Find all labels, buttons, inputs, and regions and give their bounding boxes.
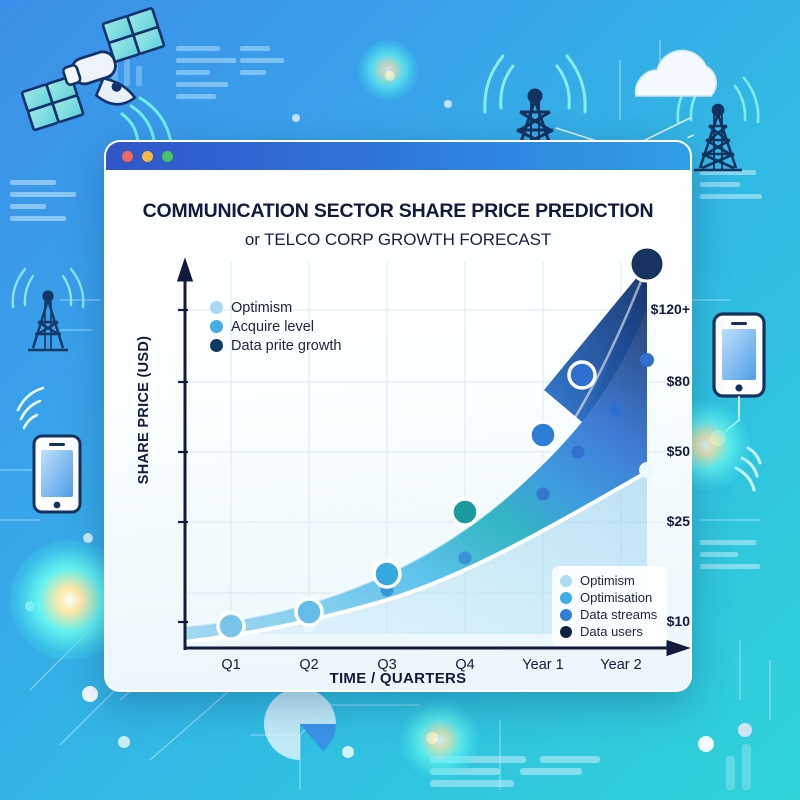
legend-label: Acquire level — [231, 318, 315, 335]
series-line-optimism — [183, 470, 649, 644]
network-node — [698, 736, 714, 752]
legend-swatch-icon — [560, 574, 572, 587]
series-fill-optimism — [185, 470, 647, 640]
legend-item[interactable]: Optimism — [210, 298, 341, 317]
x-tick-label-year-2: Year 2 — [600, 657, 642, 673]
legend-label: Optimism — [231, 299, 293, 316]
legend-item[interactable]: Data prite growth — [210, 336, 341, 355]
cell-tower-icon — [694, 103, 742, 172]
legend-swatch-icon — [560, 608, 572, 621]
satellite-icon — [20, 7, 166, 132]
legend-label: Data users — [580, 624, 643, 639]
legend-item[interactable]: Optimism — [560, 572, 657, 589]
cloud-icon — [634, 49, 718, 97]
legend-swatch-icon — [210, 301, 223, 314]
glow-orb — [400, 700, 480, 780]
network-node — [82, 686, 98, 702]
y-tick-label: $10 — [666, 613, 690, 629]
network-node — [738, 723, 752, 737]
y-axis-label: SHARE PRICE (USD) — [136, 335, 152, 485]
y-tick-label: $120+ — [650, 301, 690, 317]
legend-item[interactable]: Data streams — [560, 606, 657, 623]
legend-label: Data prite growth — [231, 337, 342, 354]
y-tick-label: $80 — [666, 373, 690, 389]
maximize-icon[interactable] — [162, 150, 173, 162]
wifi-signal-icon — [16, 386, 45, 430]
legend-item[interactable]: Optimisation — [560, 589, 657, 606]
x-tick-label-year-1: Year 1 — [522, 657, 564, 673]
browser-window: COMMUNICATION SECTOR SHARE PRICE PREDICT… — [104, 140, 692, 692]
legend-label: Optimism — [580, 573, 635, 588]
legend-swatch-icon — [560, 591, 572, 604]
x-tick-label-q4: Q4 — [455, 657, 475, 673]
legend-swatch-icon — [210, 320, 223, 333]
series-fill-band — [185, 310, 647, 640]
close-icon[interactable] — [122, 150, 133, 162]
pie-chart-icon — [264, 688, 336, 760]
window-titlebar[interactable] — [106, 142, 690, 170]
legend-item[interactable]: Data users — [560, 623, 657, 640]
chart-title: COMMUNICATION SECTOR SHARE PRICE PREDICT… — [142, 200, 654, 222]
smartphone-icon — [712, 312, 766, 398]
legend-swatch-icon — [210, 339, 223, 352]
legend-label: Data streams — [580, 607, 658, 622]
y-tick-label: $50 — [666, 443, 690, 459]
minimize-icon[interactable] — [142, 150, 153, 162]
x-axis-label: TIME / QUARTERS — [329, 670, 467, 687]
y-tick-label: $25 — [666, 513, 690, 529]
legend-label: Optimisation — [580, 590, 653, 605]
legend-swatch-icon — [560, 625, 572, 638]
x-tick-label-q3: Q3 — [377, 657, 397, 673]
cell-tower-icon — [28, 290, 68, 352]
x-tick-label-q1: Q1 — [221, 657, 241, 673]
legend-top-left: Optimism Acquire level Data prite growth — [210, 298, 341, 355]
smartphone-icon — [32, 434, 82, 514]
x-tick-label-q2: Q2 — [299, 657, 319, 673]
legend-bottom-right: Optimism Optimisation Data streams Data … — [552, 566, 668, 646]
series-markers-acquire-level — [216, 245, 666, 641]
chart-canvas: COMMUNICATION SECTOR SHARE PRICE PREDICT… — [106, 170, 690, 690]
glow-orb — [358, 40, 418, 100]
series-line-upper — [184, 265, 649, 628]
chart-subtitle: or TELCO CORP GROWTH FORECAST — [244, 230, 552, 249]
legend-item[interactable]: Acquire level — [210, 317, 341, 336]
